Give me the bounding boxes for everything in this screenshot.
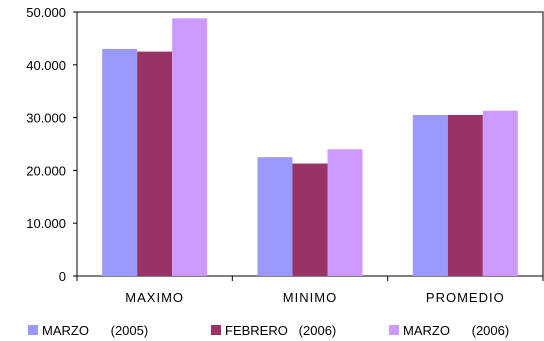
y-tick-label: 10.000 (26, 216, 66, 231)
legend-swatch (389, 325, 399, 335)
x-tick-label: MAXIMO (125, 290, 184, 305)
legend-swatch (28, 325, 38, 335)
bar-minimo-series-1 (257, 157, 293, 276)
y-tick-label: 20.000 (26, 163, 66, 178)
y-tick-label: 0 (59, 269, 66, 284)
legend: MARZO (2005) FEBRERO (2006) MARZO (2006) (28, 323, 509, 338)
bar-minimo-series-2 (292, 163, 328, 276)
x-axis: MAXIMO MINIMO PROMEDIO (76, 276, 544, 305)
y-tick-label: 50.000 (26, 5, 66, 20)
bar-promedio-series-1 (412, 114, 448, 277)
legend-label: MARZO (2006) (403, 323, 509, 338)
legend-label: MARZO (2005) (42, 323, 148, 338)
bars (102, 18, 518, 277)
y-axis: 0 10.000 20.000 30.000 40.000 50.000 (26, 5, 77, 284)
bar-maximo-series-1 (102, 48, 138, 277)
bar-promedio-series-3 (482, 110, 518, 277)
legend-label: FEBRERO (2006) (225, 323, 336, 338)
y-tick-label: 40.000 (26, 58, 66, 73)
y-tick-label: 30.000 (26, 111, 66, 126)
x-tick-label: MINIMO (283, 290, 337, 305)
bar-minimo-series-3 (327, 149, 363, 276)
bar-maximo-series-3 (172, 18, 208, 277)
bar-promedio-series-2 (447, 114, 483, 277)
x-tick-label: PROMEDIO (426, 290, 505, 305)
legend-swatch (211, 325, 221, 335)
bar-maximo-series-2 (137, 51, 173, 276)
